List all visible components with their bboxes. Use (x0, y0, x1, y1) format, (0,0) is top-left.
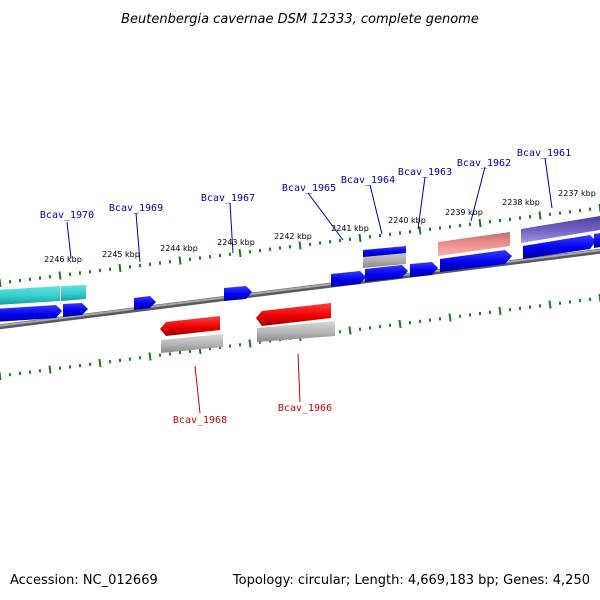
kbp-label: 2244 kbp (160, 244, 198, 253)
kbp-label: 2242 kbp (274, 232, 312, 241)
kbp-label: 2243 kbp (217, 238, 255, 247)
gene-label[interactable]: Bcav_1970 (40, 210, 94, 221)
gene-label[interactable]: Bcav_1967 (201, 193, 255, 204)
gene-label[interactable]: Bcav_1963 (398, 167, 452, 178)
major-tick (358, 233, 362, 243)
major-tick (58, 271, 62, 280)
major-tick (418, 226, 422, 235)
major-tick (538, 211, 542, 220)
kbp-label: 2246 kbp (44, 255, 82, 264)
forward-genes (0, 233, 600, 322)
kbp-label: 2241 kbp (331, 224, 369, 233)
major-tick (178, 256, 182, 265)
major-tick (548, 300, 552, 309)
major-tick (478, 218, 482, 228)
forward-gene-labels: Bcav_1970 Bcav_1969 Bcav_1967 Bcav_1965 Bcav… (40, 148, 571, 221)
gene-label[interactable]: Bcav_1965 (282, 183, 336, 194)
major-tick (118, 263, 122, 273)
major-tick (298, 241, 302, 250)
major-tick (498, 306, 502, 316)
kbp-label: 2238 kbp (502, 198, 540, 207)
major-tick (48, 365, 52, 374)
accession-text: Accession: NC_012669 (10, 573, 158, 588)
backbone (0, 248, 600, 330)
major-tick (448, 313, 452, 322)
kbp-labels: 2246 kbp 2245 kbp 2244 kbp 2243 kbp 2242 kbp… (44, 189, 596, 264)
reverse-gene-labels: Bcav_1968 Bcav_1966 (173, 403, 332, 426)
kbp-label: 2237 kbp (558, 189, 596, 198)
gene-label[interactable]: Bcav_1964 (341, 175, 395, 186)
pseudo-gene-salmon (438, 232, 510, 256)
gene-label[interactable]: Bcav_1966 (278, 403, 332, 414)
genome-summary-text: Topology: circular; Length: 4,669,183 bp… (232, 573, 590, 588)
top-tick-ruler (0, 203, 600, 288)
rna-gene-cyan (0, 285, 86, 305)
major-tick (398, 319, 402, 329)
map-title: Beutenbergia cavernae DSM 12333, complet… (121, 12, 479, 27)
reverse-genes (160, 303, 335, 353)
gene-label[interactable]: Bcav_1962 (457, 158, 511, 169)
kbp-label: 2240 kbp (388, 216, 426, 225)
major-tick (238, 248, 242, 258)
gene-label[interactable]: Bcav_1968 (173, 415, 227, 426)
major-tick (248, 339, 252, 348)
major-tick (0, 371, 2, 381)
gene-label[interactable]: Bcav_1969 (109, 203, 163, 214)
kbp-label: 2239 kbp (445, 208, 483, 217)
major-tick (98, 358, 102, 368)
kbp-label: 2245 kbp (102, 250, 140, 259)
label-leaders (66, 157, 553, 414)
gene-label[interactable]: Bcav_1961 (517, 148, 571, 159)
pseudo-gene-purple (521, 216, 600, 243)
major-tick (348, 326, 352, 335)
major-tick (148, 352, 152, 361)
